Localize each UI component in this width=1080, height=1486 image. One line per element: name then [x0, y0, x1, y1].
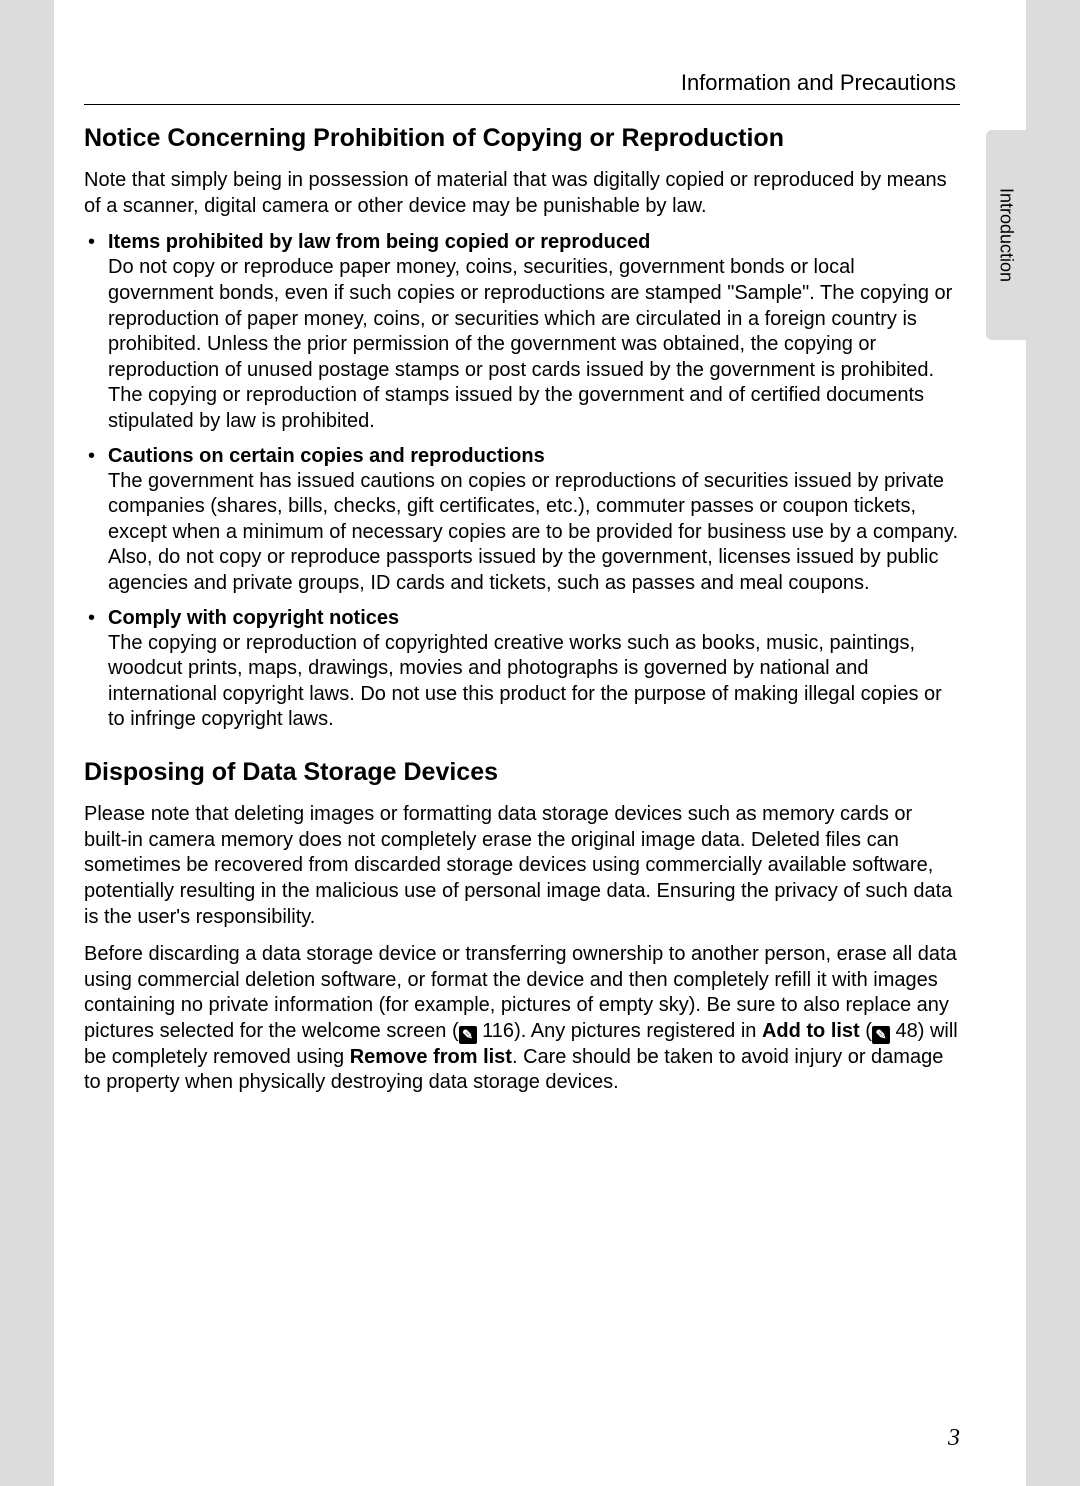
page-ref-icon: ✎: [459, 1026, 477, 1044]
section-2-para-2: Before discarding a data storage device …: [84, 942, 960, 1096]
section-1-lead: Note that simply being in possession of …: [84, 168, 960, 219]
list-item: Comply with copyright notices The copyin…: [84, 605, 960, 733]
bold-term: Remove from list: [350, 1046, 512, 1068]
list-item-body: Do not copy or reproduce paper money, co…: [108, 255, 960, 434]
chapter-tab: Introduction: [986, 130, 1026, 340]
bold-term: Add to list: [762, 1020, 860, 1042]
page-ref-number: 116: [482, 1020, 514, 1042]
section-2-para-1: Please note that deleting images or form…: [84, 802, 960, 930]
para-text: ). Any pictures registered in: [514, 1020, 762, 1042]
list-item-title: Items prohibited by law from being copie…: [108, 229, 960, 255]
chapter-tab-label: Introduction: [996, 188, 1017, 282]
page-ref-number: 48: [896, 1020, 918, 1042]
page-number: 3: [948, 1425, 960, 1452]
manual-page: Introduction Information and Precautions…: [54, 0, 1026, 1486]
list-item: Items prohibited by law from being copie…: [84, 229, 960, 434]
list-item-title: Cautions on certain copies and reproduct…: [108, 443, 960, 469]
list-item-body: The government has issued cautions on co…: [108, 469, 960, 597]
list-item: Cautions on certain copies and reproduct…: [84, 443, 960, 597]
header-rule: [84, 104, 960, 105]
para-text: (: [860, 1020, 872, 1042]
section-1-title: Notice Concerning Prohibition of Copying…: [84, 123, 960, 154]
running-header: Information and Precautions: [84, 70, 960, 96]
list-item-title: Comply with copyright notices: [108, 605, 960, 631]
list-item-body: The copying or reproduction of copyright…: [108, 631, 960, 733]
section-2-title: Disposing of Data Storage Devices: [84, 757, 960, 788]
section-1-list: Items prohibited by law from being copie…: [84, 229, 960, 733]
page-ref-icon: ✎: [872, 1026, 890, 1044]
